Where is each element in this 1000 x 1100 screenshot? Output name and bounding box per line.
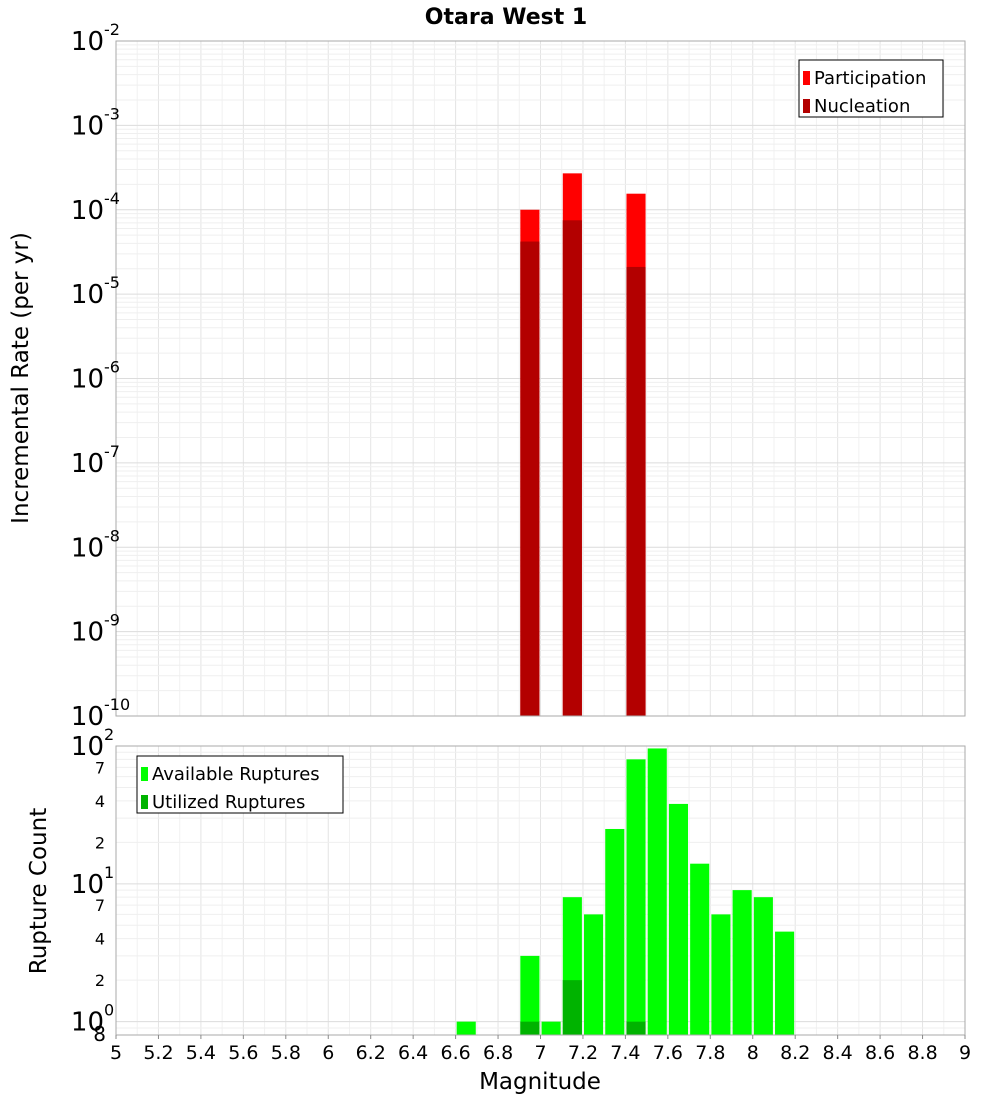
bottom-y-tick-exponent: 0	[104, 1001, 114, 1020]
top-y-tick-label: 10	[71, 196, 104, 226]
bottom-y-tick-label: 10	[71, 1008, 104, 1038]
bottom-y-tick-exponent: 2	[104, 725, 114, 744]
x-tick-label: 8.4	[823, 1042, 853, 1064]
bottom-y-min-label: 8	[93, 1022, 106, 1046]
bottom-bar	[626, 759, 646, 1035]
bottom-legend: Available Ruptures Utilized Ruptures	[136, 755, 344, 814]
bottom-y-axis-label: Rupture Count	[26, 808, 52, 974]
x-tick-label: 7.6	[653, 1042, 683, 1064]
bottom-bar	[520, 955, 540, 1035]
top-bar	[520, 241, 540, 717]
bottom-bar	[775, 931, 795, 1035]
bottom-y-tick-label: 4	[95, 792, 105, 811]
top-legend-swatch	[803, 71, 810, 85]
x-tick-label: 8.8	[907, 1042, 937, 1064]
x-tick-label: 5.2	[143, 1042, 173, 1064]
top-y-tick-exponent: -6	[104, 358, 120, 377]
bottom-y-tick-label: 2	[95, 833, 105, 852]
bottom-bar	[520, 1021, 540, 1035]
x-tick-label: 5	[110, 1042, 122, 1064]
bottom-bar	[584, 914, 604, 1035]
top-y-tick-exponent: -4	[104, 189, 120, 208]
top-legend-label: Nucleation	[814, 96, 910, 117]
top-series-2	[520, 220, 646, 717]
bottom-bar	[647, 748, 667, 1035]
top-y-tick-label: 10	[71, 449, 104, 479]
bottom-y-tick-exponent: 1	[104, 863, 114, 882]
x-tick-label: 6.4	[398, 1042, 428, 1064]
bottom-bar	[562, 980, 582, 1035]
bottom-bar	[732, 890, 752, 1035]
x-tick-label: 6	[322, 1042, 334, 1064]
x-tick-label: 8.6	[865, 1042, 895, 1064]
bottom-legend-label: Available Ruptures	[152, 764, 320, 785]
x-tick-label: 5.6	[228, 1042, 258, 1064]
top-y-tick-label: 10	[71, 111, 104, 141]
bottom-horizontal-grid	[116, 745, 965, 1036]
top-legend-swatch	[803, 99, 810, 113]
top-y-tick-exponent: -7	[104, 442, 120, 461]
bottom-y-tick-label: 10	[71, 870, 104, 900]
x-axis-label: Magnitude	[479, 1069, 601, 1095]
x-tick-label: 5.8	[271, 1042, 301, 1064]
bottom-series-2	[520, 980, 646, 1035]
top-y-tick-exponent: -3	[104, 104, 120, 123]
bottom-legend-swatch	[141, 795, 148, 809]
x-tick-label: 6.8	[483, 1042, 513, 1064]
bottom-y-tick-label: 2	[95, 971, 105, 990]
top-y-tick-label: 10	[71, 365, 104, 395]
top-legend: Participation Nucleation	[798, 59, 944, 118]
x-tick-label: 5.4	[186, 1042, 216, 1064]
x-ticks: 5 5.2 5.4 5.6 5.8 6 6.2 6.4 6.6 6.8 7 7.2 7.4 7.6 7.8 8…	[110, 1035, 971, 1064]
top-bar	[626, 266, 646, 716]
bottom-bar	[605, 828, 625, 1035]
top-y-tick-label: 10	[71, 618, 104, 648]
bottom-y-tick-label: 7	[95, 896, 105, 915]
chart-title: Otara West 1	[425, 5, 587, 30]
top-y-tick-exponent: -9	[104, 611, 120, 630]
top-y-tick-exponent: -8	[104, 526, 120, 545]
top-plot-border	[115, 40, 966, 717]
top-y-tick-label: 10	[71, 27, 104, 57]
top-y-tick-label: 10	[71, 280, 104, 310]
top-y-axis-label: Incremental Rate (per yr)	[8, 232, 34, 524]
bottom-legend-box	[136, 755, 344, 814]
bottom-y-tick-label: 7	[95, 758, 105, 777]
top-y-tick-exponent: -2	[104, 20, 120, 39]
x-tick-label: 9	[959, 1042, 971, 1064]
x-tick-label: 6.2	[356, 1042, 386, 1064]
x-tick-label: 7.4	[610, 1042, 640, 1064]
bottom-bar	[668, 803, 689, 1035]
top-y-tick-exponent: -5	[104, 273, 120, 292]
x-tick-label: 6.6	[440, 1042, 470, 1064]
bottom-bar	[456, 1021, 476, 1035]
bottom-y-tick-label: 10	[71, 732, 104, 762]
bottom-bar	[541, 1021, 561, 1035]
top-legend-box	[798, 59, 944, 118]
x-tick-label: 7	[534, 1042, 546, 1064]
bottom-bar	[753, 897, 773, 1035]
bottom-bar	[711, 914, 731, 1035]
bottom-bar	[626, 1021, 646, 1035]
x-tick-label: 8	[747, 1042, 759, 1064]
top-y-tick-label: 10	[71, 533, 104, 563]
bottom-legend-swatch	[141, 767, 148, 781]
top-legend-label: Participation	[814, 68, 926, 89]
bottom-bar	[690, 863, 710, 1035]
x-tick-label: 7.2	[568, 1042, 598, 1064]
x-tick-label: 7.8	[695, 1042, 725, 1064]
top-bar	[562, 220, 582, 717]
x-tick-label: 8.2	[780, 1042, 810, 1064]
bottom-legend-label: Utilized Ruptures	[152, 792, 305, 813]
top-y-tick-exponent: -10	[104, 695, 130, 714]
top-y-tick-label: 10	[71, 702, 104, 732]
bottom-y-tick-label: 4	[95, 930, 105, 949]
